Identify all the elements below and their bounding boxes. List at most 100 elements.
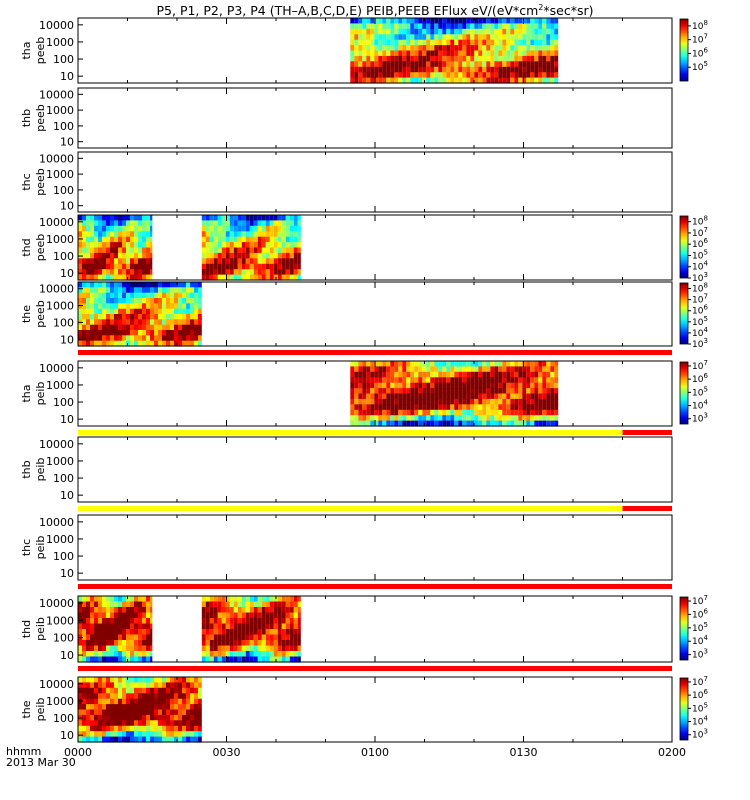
spectrogram-cell [394, 404, 399, 411]
spectrogram-cell [474, 55, 479, 62]
spectrogram-cell [221, 263, 226, 270]
spectrogram-cell [241, 618, 246, 625]
spectrogram-cell [378, 72, 383, 79]
spectrogram-cell [414, 45, 419, 52]
spectrogram-cell [358, 66, 363, 73]
spectrogram-cell [285, 258, 290, 265]
spectrogram-cell [114, 645, 118, 652]
spectrogram-cell [450, 388, 455, 395]
spectrogram-cell [146, 225, 150, 232]
spectrogram-cell [205, 231, 210, 238]
y-tick-label: 100 [53, 472, 74, 485]
spectrogram-cell [370, 404, 375, 411]
spectrogram-cell [245, 612, 250, 619]
spectrogram-cell [130, 720, 134, 727]
spectrogram-cell [514, 66, 519, 73]
spectrogram-cell [233, 242, 238, 249]
spectrogram-cell [225, 269, 230, 276]
spectrogram-cell [146, 335, 150, 342]
spectrogram-cell [142, 236, 146, 243]
colorbar-tick-base: 10 [692, 36, 704, 46]
spectrogram-cell [450, 61, 455, 68]
spectrogram-cell [538, 23, 543, 30]
spectrogram-cell [82, 220, 86, 227]
y-tick-label: 10 [60, 136, 74, 149]
spectrogram-cell [221, 220, 226, 227]
spectrogram-cell [522, 420, 527, 427]
spectrogram-cell [422, 415, 427, 422]
spectrogram-cell [114, 731, 118, 738]
spectrogram-cell [458, 50, 463, 57]
spectrogram-cell [474, 382, 479, 389]
spectrogram-cell [554, 409, 559, 416]
y-axis-label-product: peeb [34, 300, 47, 328]
spectrogram-cell [78, 682, 82, 689]
spectrogram-cell [486, 420, 491, 427]
spectrogram-cell [198, 298, 202, 304]
spectrogram-cell [265, 269, 270, 276]
spectrogram-cell [146, 220, 150, 227]
spectrogram-cell [209, 623, 214, 630]
spectrogram-cell [257, 645, 262, 652]
spectrogram-cell [253, 596, 258, 603]
spectrogram-cell [261, 215, 266, 221]
spectrogram-cell [209, 618, 214, 625]
spectrogram-cell [261, 231, 266, 238]
spectrogram-cell [130, 215, 134, 221]
spectrogram-cell [434, 415, 439, 422]
spectrogram-cell [217, 612, 222, 619]
spectrogram-cell [418, 61, 423, 68]
y-axis-label-product: peeb [34, 37, 47, 65]
spectrogram-cell [458, 34, 463, 41]
spectrogram-cell [138, 236, 142, 243]
spectrogram-cell [241, 252, 246, 259]
spectrogram-cell [170, 292, 174, 299]
spectrogram-cell [506, 393, 511, 400]
spectrogram-cell [170, 314, 174, 320]
spectrogram-cell [498, 55, 503, 62]
spectrogram-cell [277, 618, 282, 625]
spectrogram-cell [297, 274, 301, 281]
spectrogram-cell [474, 61, 479, 68]
spectrogram-cell [178, 335, 182, 342]
spectrogram-cell [162, 709, 166, 716]
spectrogram-cell [94, 731, 98, 738]
spectrogram-cell [486, 361, 491, 367]
spectrogram-cell [78, 651, 82, 658]
spectrogram-cell [90, 720, 94, 727]
y-tick-label: 10000 [39, 597, 74, 610]
spectrogram-cell [422, 72, 427, 79]
colorbar-tick-base: 10 [692, 415, 704, 425]
spectrogram-cell [430, 39, 435, 46]
spectrogram-cell [482, 23, 487, 30]
spectrogram-cell [382, 388, 387, 395]
spectrogram-cell [550, 66, 555, 73]
spectrogram-cell [390, 377, 395, 384]
spectrogram-cell [221, 225, 226, 232]
spectrogram-cell [94, 269, 98, 276]
spectrogram-cell [182, 282, 186, 288]
spectrogram-cell [470, 45, 475, 52]
y-tick-label: 10 [60, 333, 74, 346]
spectrogram-cell [114, 292, 118, 299]
spectrogram-cell [370, 420, 375, 427]
colorbar-tick-exp: 3 [703, 412, 707, 420]
spectrogram-cell [209, 640, 214, 647]
spectrogram-cell [110, 612, 114, 619]
spectrogram-cell [94, 634, 98, 641]
spectrogram-cell [138, 269, 142, 276]
spectrogram-cell [249, 623, 254, 630]
spectrogram-cell [422, 377, 427, 384]
spectrogram-cell [530, 371, 535, 378]
colorbar-tick-label: 104 [692, 326, 708, 339]
spectrogram-cell [130, 731, 134, 738]
spectrogram-cell [170, 335, 174, 342]
spectrogram-cell [277, 612, 282, 619]
spectrogram-cell [358, 393, 363, 400]
spectrogram-cell [198, 677, 202, 683]
spectrogram-cell [118, 645, 122, 652]
spectrogram-cell [150, 698, 154, 705]
spectrogram-cell [442, 415, 447, 422]
spectrogram-cell [410, 66, 415, 73]
spectrogram-cell [394, 72, 399, 79]
